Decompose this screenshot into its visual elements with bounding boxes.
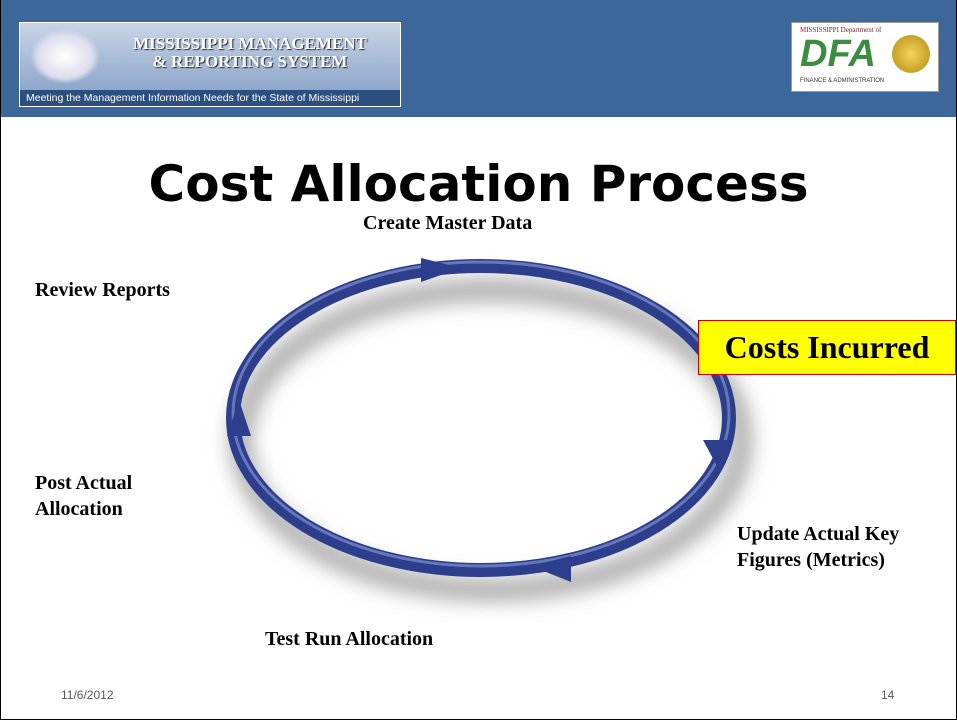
- page-number: 14: [881, 688, 894, 702]
- footer-date: 11/6/2012: [61, 688, 114, 702]
- step: Update Actual Key Figures (Metrics): [737, 521, 947, 573]
- cycle-ring: [233, 266, 729, 570]
- step: Test Run Allocation: [265, 626, 433, 652]
- highlight-step: Costs Incurred: [698, 320, 956, 375]
- step: Create Master Data: [363, 210, 532, 236]
- step: Review Reports: [35, 277, 170, 303]
- step: Post Actual Allocation: [35, 470, 175, 522]
- shadow: [241, 290, 741, 590]
- slide: MISSISSIPPI MANAGEMENT& REPORTING SYSTEM…: [0, 0, 957, 720]
